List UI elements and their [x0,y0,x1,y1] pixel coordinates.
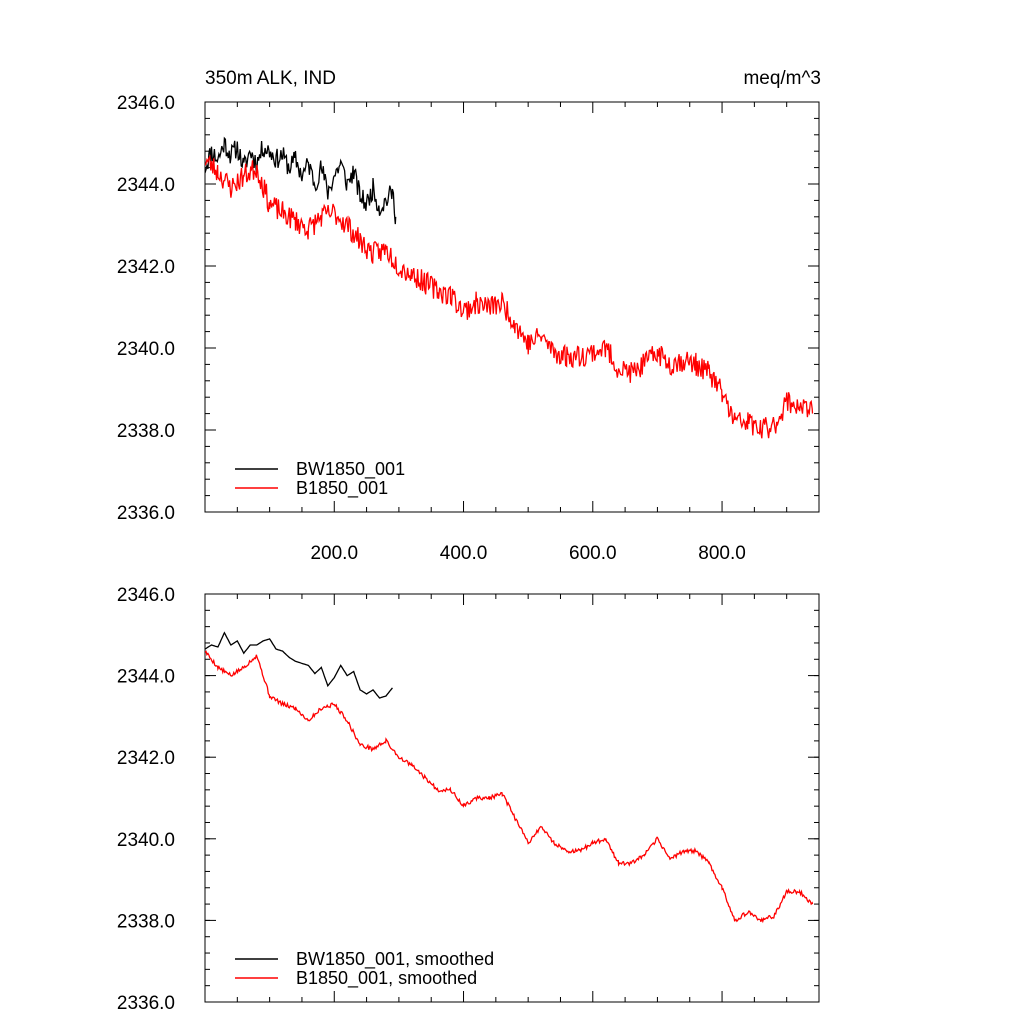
chart-title: 350m ALK, IND [205,68,336,89]
legend-label-0: BW1850_001 [296,459,405,480]
legend-label-1: B1850_001, smoothed [296,968,477,989]
ytick-label: 2342.0 [117,257,175,278]
ytick-label: 2338.0 [117,421,175,442]
ytick-label: 2342.0 [117,748,175,769]
xtick-label: 400.0 [440,543,488,564]
ytick-label: 2340.0 [117,339,175,360]
ytick-label: 2346.0 [117,585,175,606]
plot-frame [204,101,820,513]
ytick-label: 2336.0 [117,503,175,524]
series-line-0 [205,136,397,225]
ytick-label: 2336.0 [117,993,175,1014]
panel-top: 2346.0 2344.0 2342.0 2340.0 2338.0 2336.0 200.… [117,68,821,564]
ytick-label: 2338.0 [117,911,175,932]
series-line-1 [205,650,814,924]
panel-bottom: 2346.0 2344.0 2342.0 2340.0 2338.0 2336.0 BW18… [117,585,820,1014]
ytick-label: 2344.0 [117,175,175,196]
units-label: meq/m^3 [743,68,821,89]
ytick-label: 2346.0 [117,93,175,114]
series-line-1 [205,154,814,439]
ytick-label: 2340.0 [117,830,175,851]
ytick-label: 2344.0 [117,667,175,688]
plot-frame [204,593,820,1003]
xtick-label: 800.0 [698,543,746,564]
series-line-0 [205,631,393,699]
legend-label-0: BW1850_001, smoothed [296,949,494,970]
xtick-label: 200.0 [310,543,358,564]
legend-label-1: B1850_001 [296,478,388,499]
xtick-label: 600.0 [569,543,617,564]
